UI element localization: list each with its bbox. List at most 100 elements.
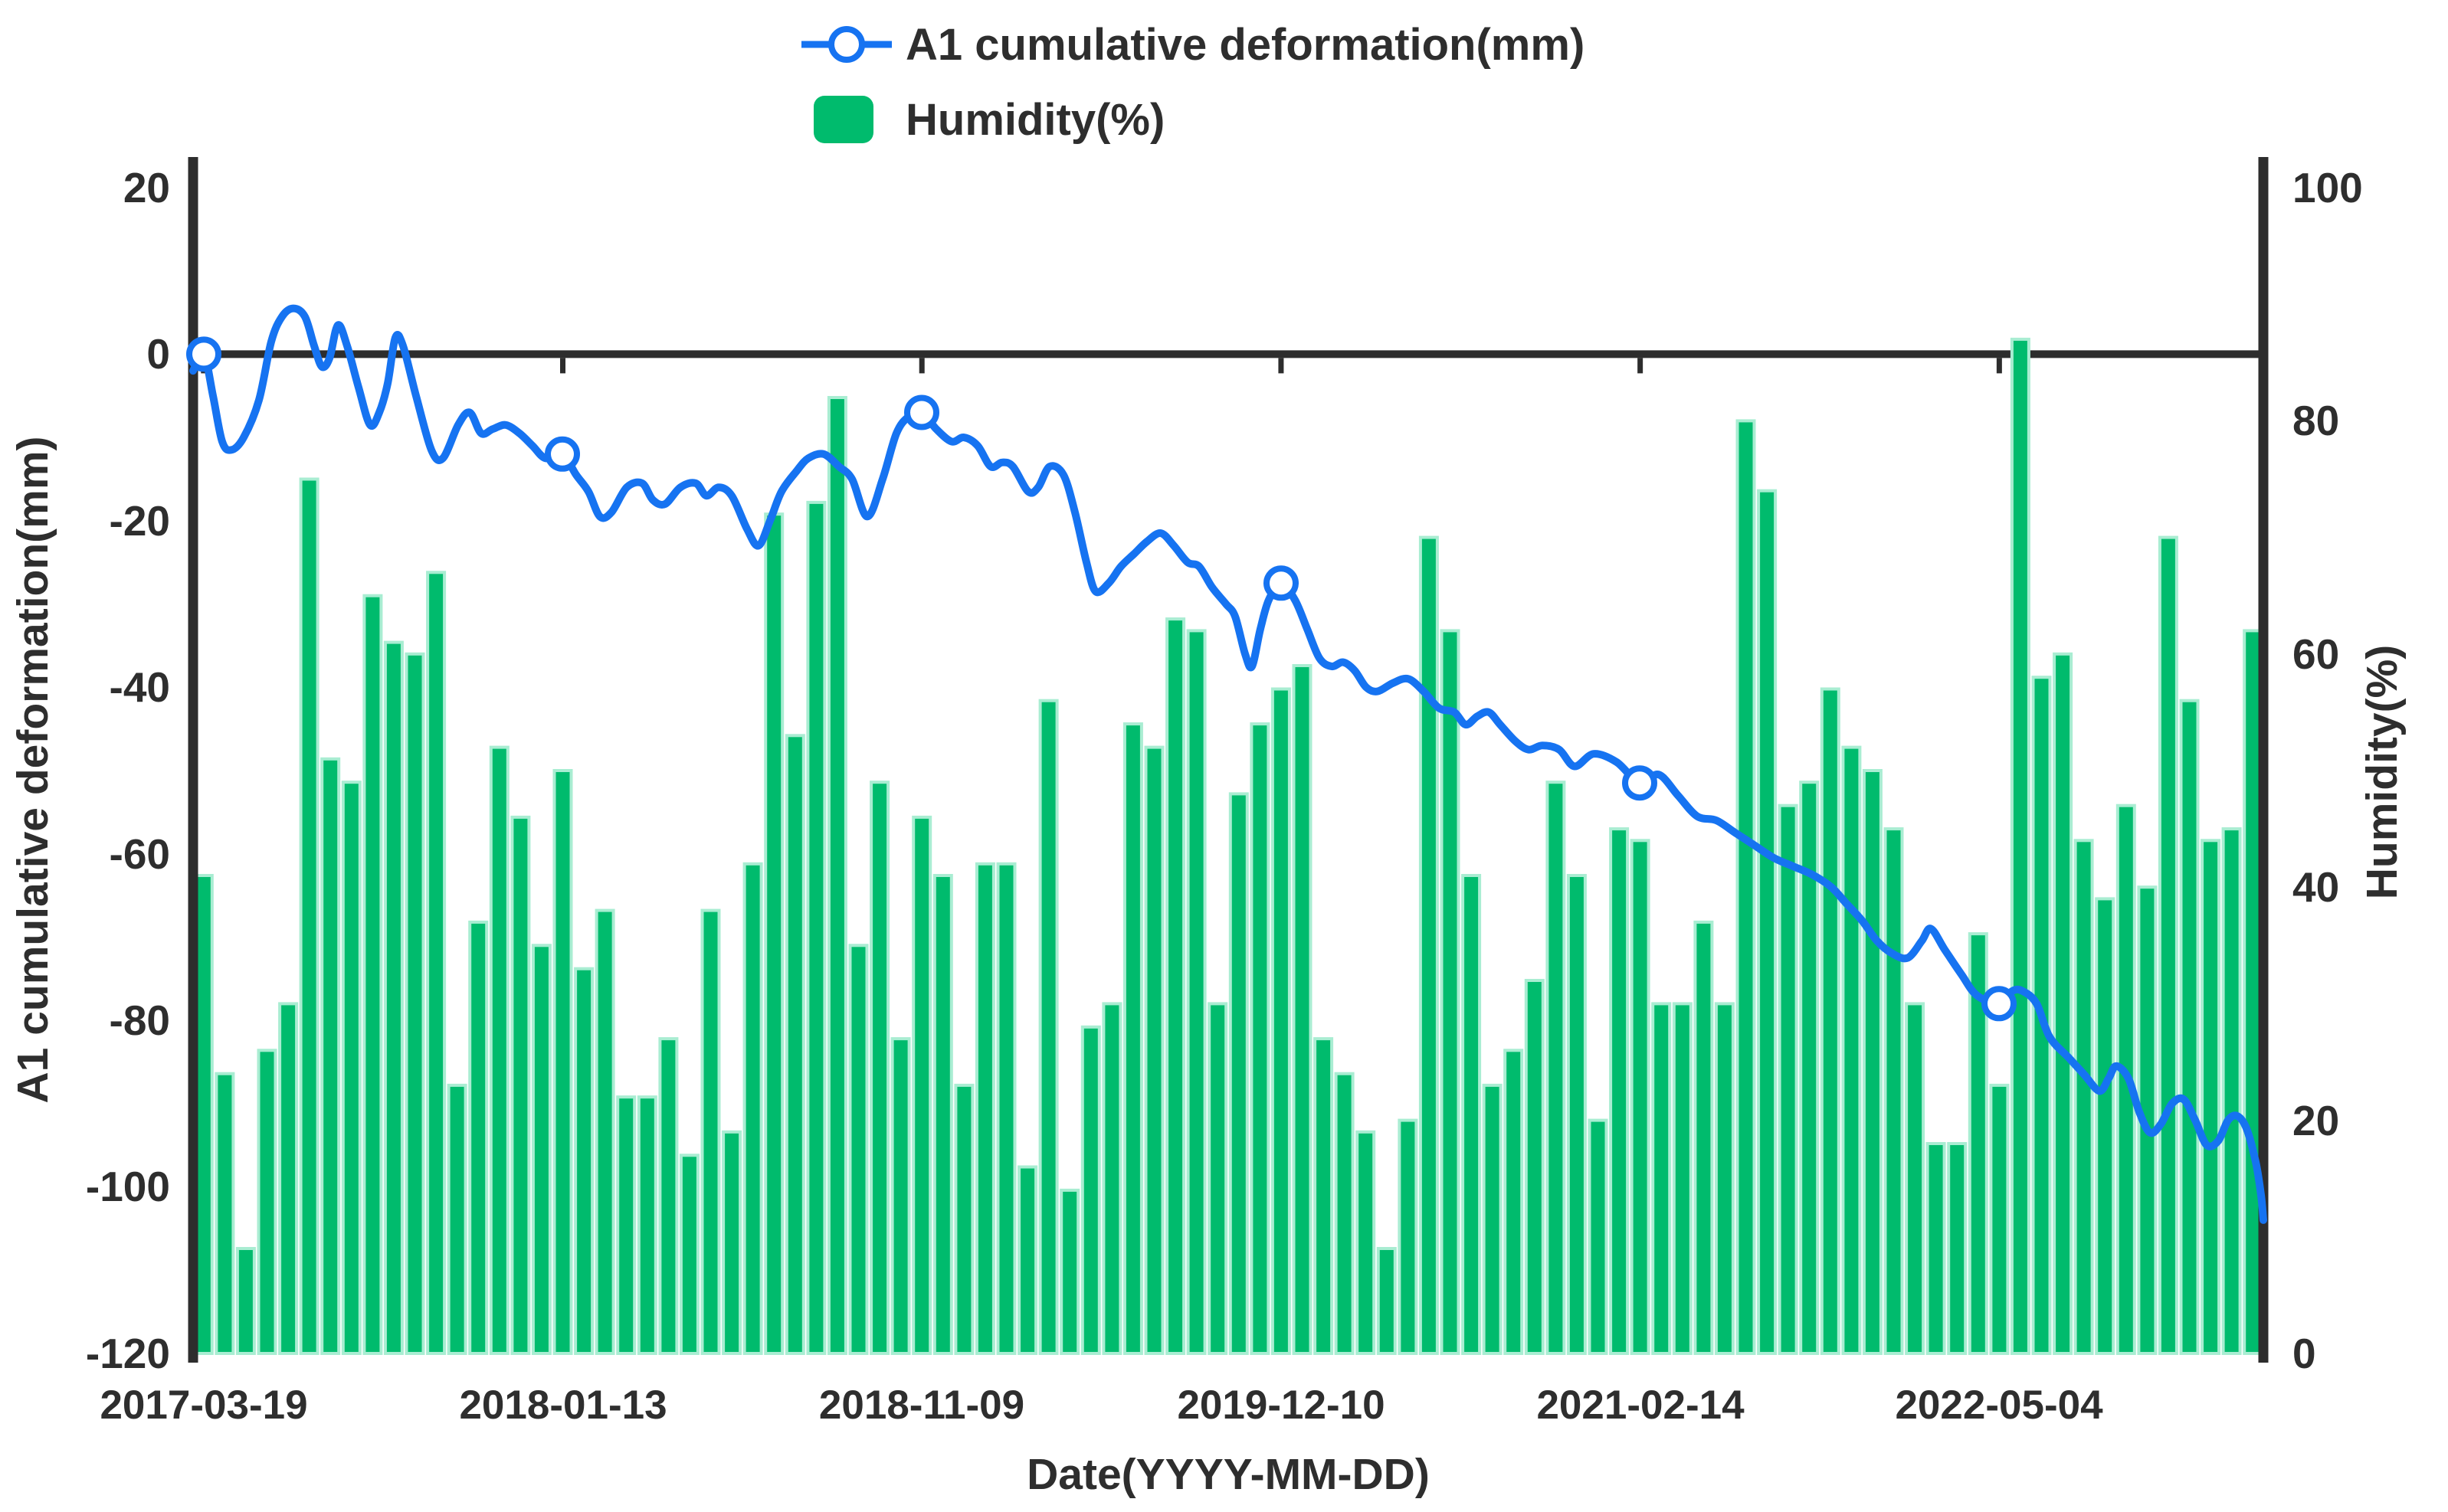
humidity-bar bbox=[1925, 1142, 1946, 1355]
humidity-bar bbox=[1461, 874, 1482, 1355]
humidity-bar bbox=[1545, 781, 1566, 1355]
humidity-bar bbox=[1060, 1188, 1080, 1356]
humidity-bar bbox=[1693, 920, 1714, 1355]
humidity-bar bbox=[1440, 629, 1460, 1355]
legend-bar-swatch-icon bbox=[814, 96, 873, 143]
humidity-bar bbox=[383, 640, 404, 1355]
humidity-bar bbox=[299, 477, 320, 1355]
humidity-bar bbox=[996, 862, 1017, 1356]
humidity-bar bbox=[341, 781, 362, 1355]
humidity-bar bbox=[1862, 769, 1883, 1355]
humidity-bar bbox=[1503, 1049, 1524, 1356]
deformation-marker bbox=[1263, 565, 1299, 601]
humidity-bar bbox=[1334, 1072, 1355, 1355]
humidity-bar bbox=[1292, 664, 1312, 1355]
left-tick-label: 0 bbox=[146, 330, 170, 378]
humidity-bar bbox=[806, 500, 827, 1355]
legend-item-deformation: A1 cumulative deformation(mm) bbox=[801, 20, 1584, 70]
humidity-bar bbox=[1651, 1002, 1672, 1356]
humidity-bar bbox=[1989, 1083, 2010, 1356]
humidity-bars bbox=[193, 337, 2263, 1356]
humidity-bar bbox=[595, 908, 615, 1355]
humidity-bar bbox=[405, 652, 425, 1355]
humidity-bar bbox=[1018, 1165, 1038, 1355]
humidity-bar bbox=[1102, 1002, 1122, 1356]
right-tick-label: 20 bbox=[2292, 1097, 2339, 1144]
humidity-bar bbox=[1524, 979, 1545, 1355]
tick-labels: 20 0 -20 -40 -60 -80 -100 -120 100 80 60 40 20 0 2017-… bbox=[86, 164, 2363, 1428]
humidity-bar bbox=[1186, 629, 1207, 1355]
humidity-bar bbox=[827, 396, 847, 1355]
x-tick-label: 2021-02-14 bbox=[1536, 1383, 1745, 1428]
x-tick-label: 2022-05-04 bbox=[1895, 1383, 2103, 1428]
humidity-bar bbox=[489, 745, 510, 1355]
deformation-marker bbox=[1981, 986, 2017, 1022]
humidity-bar bbox=[785, 734, 805, 1355]
humidity-bar bbox=[2073, 839, 2094, 1356]
humidity-bar bbox=[2179, 699, 2200, 1355]
left-tick-label: -80 bbox=[110, 997, 171, 1044]
legend-line-marker-icon bbox=[828, 26, 865, 63]
left-tick-label: -40 bbox=[110, 663, 171, 711]
humidity-bar bbox=[890, 1037, 911, 1355]
deformation-marker bbox=[186, 336, 221, 372]
deformation-line bbox=[189, 304, 2267, 1224]
humidity-bar bbox=[278, 1002, 299, 1356]
humidity-bar bbox=[1122, 722, 1143, 1355]
legend-item-humidity: Humidity(%) bbox=[814, 95, 1165, 145]
humidity-bar bbox=[848, 944, 869, 1356]
x-tick-label: 2018-11-09 bbox=[819, 1383, 1024, 1428]
x-axis-title: Date(YYYY-MM-DD) bbox=[1027, 1450, 1430, 1499]
left-tick-label: -60 bbox=[110, 830, 171, 878]
left-tick-label: -100 bbox=[86, 1163, 170, 1210]
humidity-bar bbox=[1038, 699, 1059, 1355]
humidity-bar bbox=[870, 781, 890, 1355]
right-tick-label: 40 bbox=[2292, 863, 2339, 911]
humidity-bar bbox=[1080, 1025, 1101, 1356]
right-tick-label: 0 bbox=[2292, 1330, 2316, 1377]
legend: A1 cumulative deformation(mm) Humidity(%… bbox=[801, 20, 1584, 145]
humidity-bar bbox=[1672, 1002, 1693, 1356]
humidity-bar bbox=[912, 815, 932, 1355]
humidity-bar bbox=[552, 769, 573, 1355]
humidity-bar bbox=[1376, 1247, 1397, 1355]
x-tick-label: 2017-03-19 bbox=[100, 1383, 307, 1428]
legend-bar-label: Humidity(%) bbox=[906, 95, 1165, 145]
humidity-bar bbox=[742, 862, 763, 1356]
humidity-bar bbox=[1799, 781, 1820, 1355]
humidity-bar bbox=[1566, 874, 1587, 1355]
right-tick-label: 60 bbox=[2292, 630, 2339, 678]
legend-line-label: A1 cumulative deformation(mm) bbox=[906, 20, 1584, 70]
humidity-bar bbox=[235, 1247, 256, 1355]
right-tick-label: 80 bbox=[2292, 397, 2339, 444]
humidity-bar bbox=[2010, 337, 2030, 1355]
humidity-bar bbox=[679, 1154, 700, 1356]
humidity-bar bbox=[1735, 419, 1756, 1355]
humidity-bar bbox=[1588, 1118, 1608, 1355]
left-tick-label: -120 bbox=[86, 1330, 170, 1377]
humidity-bar bbox=[468, 920, 489, 1355]
humidity-bar bbox=[1757, 489, 1778, 1356]
humidity-bar bbox=[1165, 617, 1186, 1355]
humidity-bar bbox=[2158, 535, 2178, 1355]
right-tick-label: 100 bbox=[2292, 164, 2363, 211]
humidity-bar bbox=[932, 874, 953, 1355]
humidity-bar bbox=[616, 1095, 637, 1355]
humidity-bar bbox=[1820, 687, 1840, 1355]
deformation-marker bbox=[904, 394, 939, 430]
humidity-bar bbox=[1905, 1002, 1925, 1356]
humidity-bar bbox=[1609, 827, 1630, 1355]
humidity-bar bbox=[1144, 745, 1165, 1355]
humidity-bar bbox=[1250, 722, 1270, 1355]
humidity-bar bbox=[1630, 839, 1650, 1356]
humidity-bar bbox=[215, 1072, 235, 1355]
humidity-bar bbox=[2221, 827, 2242, 1355]
deformation-marker bbox=[1622, 765, 1657, 801]
humidity-bar bbox=[531, 944, 552, 1356]
humidity-bar bbox=[1841, 745, 1862, 1355]
x-tick-label: 2018-01-13 bbox=[459, 1383, 667, 1428]
humidity-bar bbox=[722, 1130, 742, 1356]
humidity-bar bbox=[574, 967, 595, 1355]
humidity-bar bbox=[1947, 1142, 1968, 1355]
